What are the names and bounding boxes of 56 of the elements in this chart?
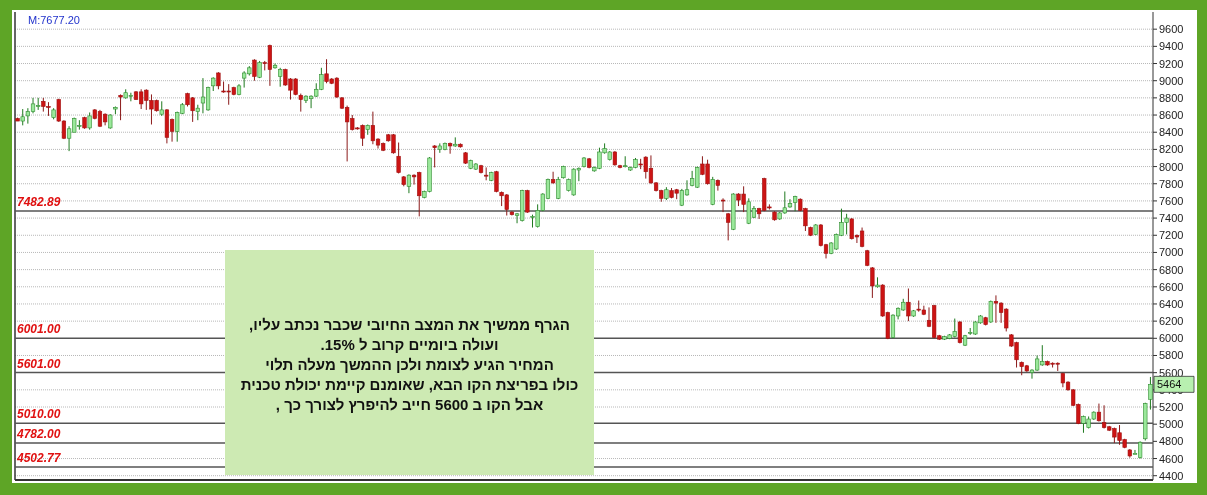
annotation: הגרף ממשיך את המצב החיובי שכבר נכתב עליו, xyxy=(249,316,570,333)
y-tick-label: 6600 xyxy=(1159,280,1184,293)
candlestick xyxy=(793,195,798,212)
candlestick xyxy=(870,266,875,299)
y-tick-label: 8200 xyxy=(1159,143,1184,156)
y-tick-label: 7600 xyxy=(1159,194,1184,207)
y-tick-label: 7400 xyxy=(1159,212,1184,225)
ref-line-label: 4502.77 xyxy=(16,450,62,465)
y-tick-label: 6000 xyxy=(1159,332,1184,345)
y-tick-label: 7800 xyxy=(1159,177,1184,190)
annotation: ועולה ביומיים קרוב ל 15%. xyxy=(320,336,499,353)
y-tick-label: 9000 xyxy=(1159,74,1184,87)
candlestick xyxy=(906,288,911,322)
candlestick xyxy=(715,178,720,192)
y-tick-label: 6800 xyxy=(1159,263,1184,276)
y-tick-label: 9400 xyxy=(1159,40,1184,53)
candlestick xyxy=(278,67,283,88)
annotation: אבל הקו ב 5600 חייב להיפרץ לצורך כך , xyxy=(275,396,544,413)
y-tick-label: 8000 xyxy=(1159,160,1184,173)
candlestick xyxy=(1148,376,1153,411)
y-tick-label: 5600 xyxy=(1159,366,1184,379)
ref-line-label: 7482.89 xyxy=(17,194,61,209)
text: 5464 xyxy=(1157,378,1182,391)
annotation: המחיר הגיע לצומת ולכן ההמשך מעלה תלוי xyxy=(265,356,554,373)
y-tick-label: 7000 xyxy=(1159,246,1184,259)
candlestick xyxy=(432,144,437,168)
ref-line-label: 6001.00 xyxy=(17,322,61,337)
y-tick-label: 4800 xyxy=(1159,435,1184,448)
ref-line-label: 4782.00 xyxy=(16,426,61,441)
y-tick-label: 5800 xyxy=(1159,349,1184,362)
y-tick-label: 5200 xyxy=(1159,401,1184,414)
candlestick xyxy=(406,173,412,194)
y-tick-label: 5000 xyxy=(1159,418,1184,431)
y-tick-label: 6200 xyxy=(1159,315,1184,328)
candlestick xyxy=(551,171,556,185)
candlestick xyxy=(252,58,257,82)
candlestick xyxy=(448,142,453,155)
y-tick-label: 6400 xyxy=(1159,297,1184,310)
y-tick-label: 9600 xyxy=(1159,23,1184,36)
candlestick xyxy=(396,142,401,174)
candlestick xyxy=(720,197,726,213)
y-tick-label: 4600 xyxy=(1159,452,1184,465)
y-tick-label: 8400 xyxy=(1159,126,1184,139)
annotation: כולו בפריצת הקו הבא, שאומנם קיימת יכולת טכנית xyxy=(240,376,579,393)
candlestick xyxy=(1096,403,1102,423)
y-tick-label: 8600 xyxy=(1159,109,1184,122)
y-tick-label: 7200 xyxy=(1159,229,1184,242)
ref-line-label: 5601.00 xyxy=(17,356,61,371)
y-tick-label: 8800 xyxy=(1159,91,1184,104)
annotation: M:7677.20 xyxy=(28,14,80,26)
y-tick-label: 4400 xyxy=(1159,469,1184,482)
candlestick xyxy=(118,93,123,121)
ref-line-label: 5010.00 xyxy=(17,407,61,422)
y-tick-label: 9200 xyxy=(1159,57,1184,70)
candlestick xyxy=(298,93,303,113)
candlestick xyxy=(726,212,731,241)
